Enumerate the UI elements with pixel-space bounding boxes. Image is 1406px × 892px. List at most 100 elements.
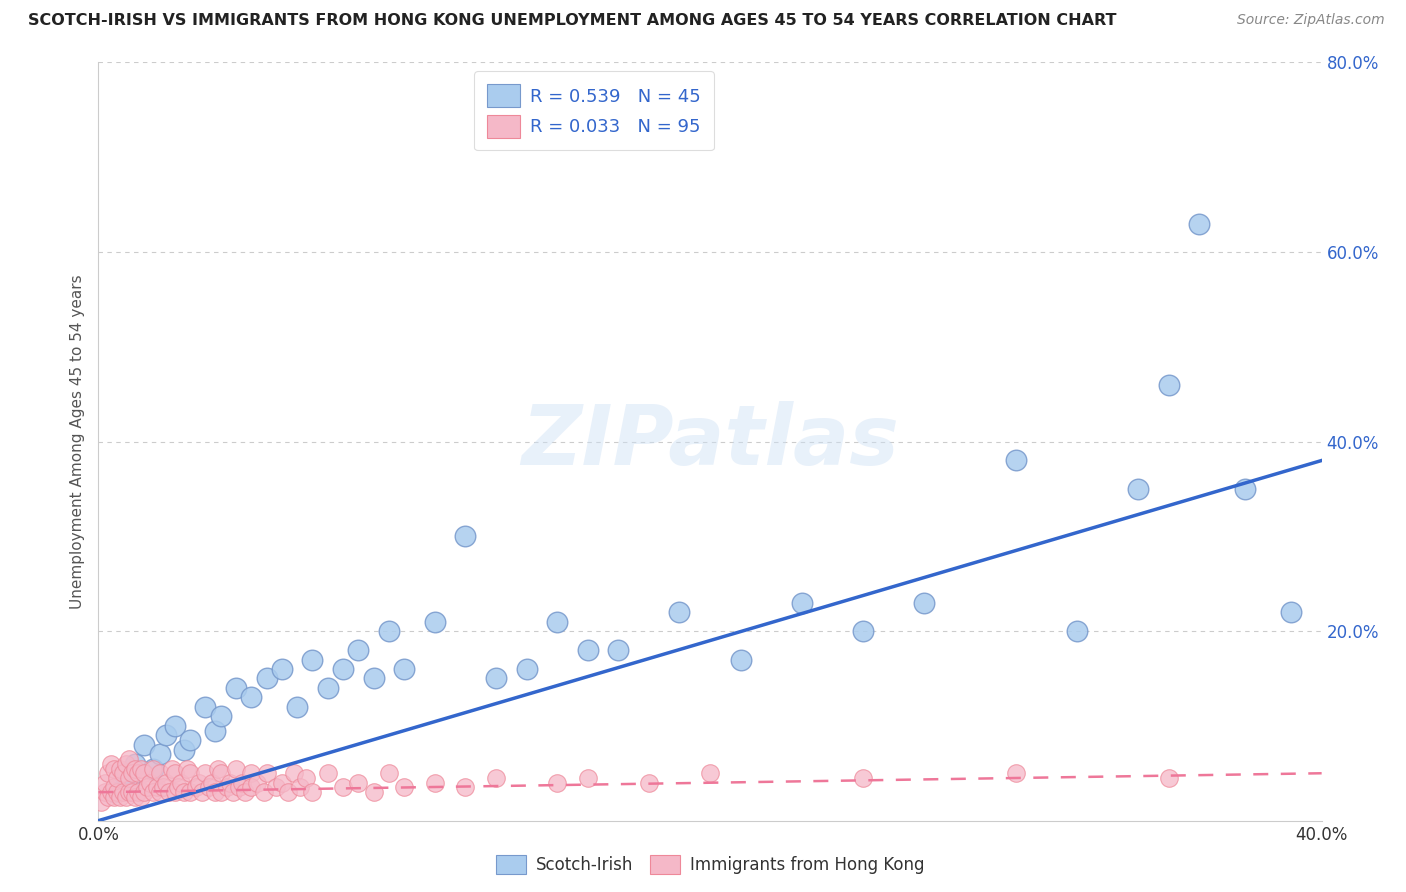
Point [155,776,177,790]
Point [423,615,446,629]
Point [105,771,128,785]
Point [179,733,201,747]
Point [97,766,120,780]
Point [852,771,875,785]
Point [231,776,253,790]
Point [285,699,308,714]
Point [1004,766,1026,780]
Text: SCOTCH-IRISH VS IMMIGRANTS FROM HONG KONG UNEMPLOYMENT AMONG AGES 45 TO 54 YEARS: SCOTCH-IRISH VS IMMIGRANTS FROM HONG KON… [28,13,1116,29]
Point [790,596,813,610]
Point [240,766,263,780]
Point [134,785,156,799]
Point [301,785,323,799]
Point [163,766,186,780]
Point [103,780,125,795]
Point [149,747,172,762]
Point [332,662,354,676]
Point [163,785,186,799]
Point [142,785,165,799]
Point [127,785,149,799]
Point [912,596,935,610]
Point [188,776,211,790]
Point [186,780,208,795]
Point [225,681,247,695]
Point [378,766,401,780]
Point [118,752,141,766]
Point [209,785,232,799]
Point [301,652,323,666]
Point [228,780,250,795]
Point [134,738,156,752]
Point [607,643,630,657]
Point [100,756,122,771]
Point [97,789,120,804]
Point [240,780,263,795]
Point [103,789,125,804]
Point [176,762,198,776]
Point [121,766,143,780]
Point [204,723,226,738]
Point [576,643,599,657]
Point [129,789,152,804]
Point [576,771,599,785]
Point [516,662,538,676]
Point [1157,377,1180,392]
Point [1188,217,1211,231]
Point [111,766,134,780]
Point [152,780,174,795]
Point [454,780,477,795]
Point [179,785,201,799]
Point [115,789,138,804]
Point [194,699,217,714]
Point [668,605,690,619]
Point [290,780,312,795]
Point [118,785,141,799]
Point [316,766,339,780]
Point [118,776,141,790]
Point [145,780,167,795]
Point [264,780,287,795]
Point [167,780,190,795]
Point [103,762,125,776]
Point [215,780,238,795]
Point [485,771,508,785]
Point [209,766,232,780]
Point [1066,624,1088,639]
Point [134,766,156,780]
Point [111,766,134,780]
Point [127,766,149,780]
Point [256,672,278,686]
Point [730,652,752,666]
Point [295,771,318,785]
Point [454,529,477,543]
Point [197,780,219,795]
Point [423,776,446,790]
Point [347,776,370,790]
Text: ZIPatlas: ZIPatlas [522,401,898,482]
Point [316,681,339,695]
Point [108,789,131,804]
Point [121,785,143,799]
Legend: Scotch-Irish, Immigrants from Hong Kong: Scotch-Irish, Immigrants from Hong Kong [489,848,931,880]
Point [173,785,195,799]
Point [173,742,195,756]
Point [277,785,299,799]
Point [546,615,568,629]
Point [392,780,416,795]
Point [240,690,263,705]
Point [149,766,172,780]
Point [160,762,183,776]
Point [115,756,138,771]
Point [142,762,165,776]
Point [194,766,217,780]
Point [1128,482,1150,496]
Point [347,643,370,657]
Point [200,776,222,790]
Text: Source: ZipAtlas.com: Source: ZipAtlas.com [1237,13,1385,28]
Point [93,785,115,799]
Y-axis label: Unemployment Among Ages 45 to 54 years: Unemployment Among Ages 45 to 54 years [69,274,84,609]
Point [124,756,146,771]
Point [90,795,112,809]
Point [209,709,232,723]
Point [1279,605,1302,619]
